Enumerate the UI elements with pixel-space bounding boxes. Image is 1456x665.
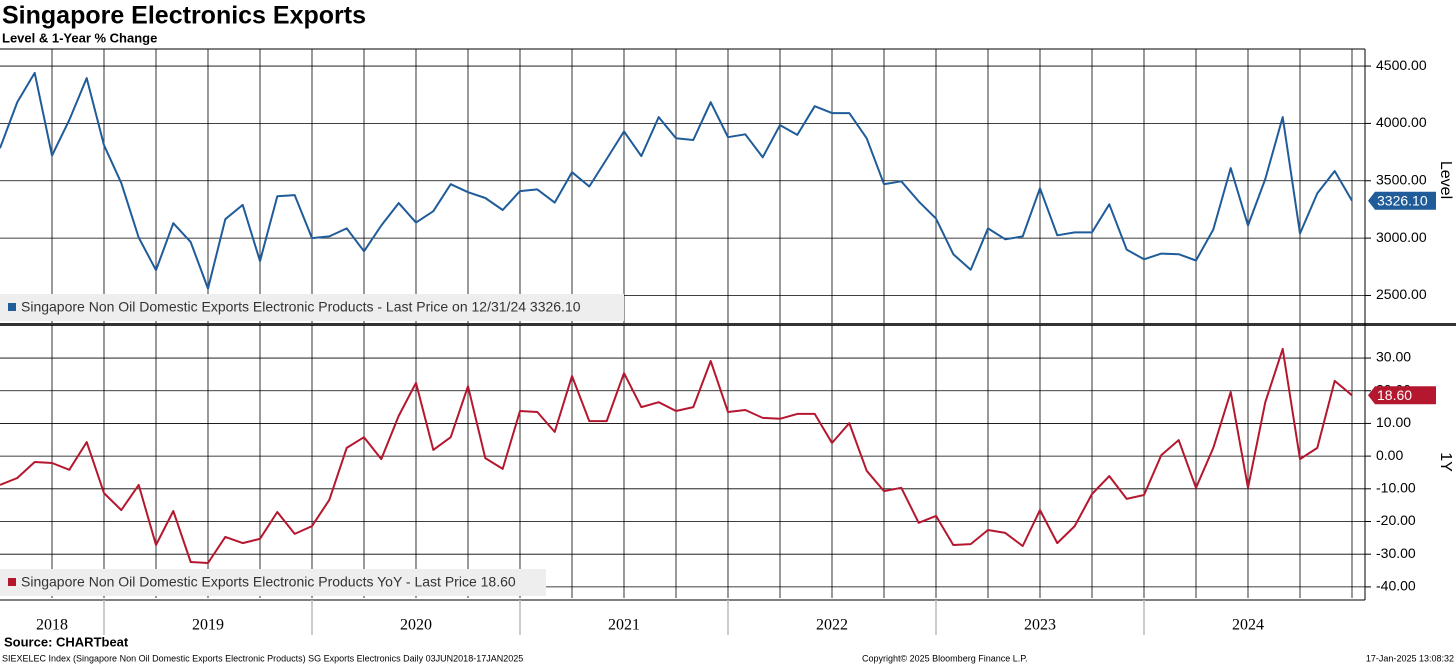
footer-left: SIEXELEC Index (Singapore Non Oil Domest…: [2, 653, 523, 663]
chart-title: Singapore Electronics Exports: [2, 2, 366, 30]
legend-label: Singapore Non Oil Domestic Exports Elect…: [21, 299, 581, 315]
footer-center: Copyright© 2025 Bloomberg Finance L.P.: [862, 653, 1028, 663]
y-tick-label: -30.00: [1376, 545, 1416, 561]
x-tick-label: 2019: [192, 617, 224, 634]
y-tick-label: 10.00: [1376, 414, 1411, 430]
y-tick-label: 4500.00: [1376, 57, 1427, 73]
y-tick-label: 3500.00: [1376, 171, 1427, 187]
source: Source: CHARTbeat: [4, 634, 129, 649]
y-tick-label: 3000.00: [1376, 229, 1427, 245]
y-tick-label: 2500.00: [1376, 286, 1427, 302]
axis-label: Level: [1437, 161, 1454, 199]
legend-swatch: [8, 303, 16, 311]
y-tick-label: 4000.00: [1376, 114, 1427, 130]
y-tick-label: -40.00: [1376, 578, 1416, 594]
x-tick-label: 2023: [1024, 617, 1056, 634]
x-tick-label: 2022: [816, 617, 848, 634]
chart-subtitle: Level & 1-Year % Change: [2, 30, 157, 45]
y-tick-label: 30.00: [1376, 349, 1411, 365]
legend-background: [0, 569, 546, 596]
data-line: [0, 347, 1353, 564]
y-tick-label: -10.00: [1376, 480, 1416, 496]
legend-label: Singapore Non Oil Domestic Exports Elect…: [21, 574, 516, 590]
footer-right: 17-Jan-2025 13:08:32: [1366, 653, 1454, 663]
data-line: [0, 71, 1353, 290]
value-label: 18.60: [1377, 387, 1412, 403]
legend-swatch: [8, 578, 16, 586]
x-tick-label: 2018: [36, 617, 68, 634]
value-box: [1368, 191, 1436, 210]
x-tick-label: 2024: [1232, 617, 1264, 634]
value-label: 3326.10: [1377, 192, 1428, 208]
y-tick-label: -20.00: [1376, 512, 1416, 528]
axis-label: 1Y: [1437, 452, 1454, 472]
value-box: [1368, 386, 1436, 405]
legend-background: [0, 294, 624, 321]
x-tick-label: 2021: [608, 617, 640, 634]
x-tick-label: 2020: [400, 617, 432, 634]
y-tick-label: 0.00: [1376, 447, 1403, 463]
